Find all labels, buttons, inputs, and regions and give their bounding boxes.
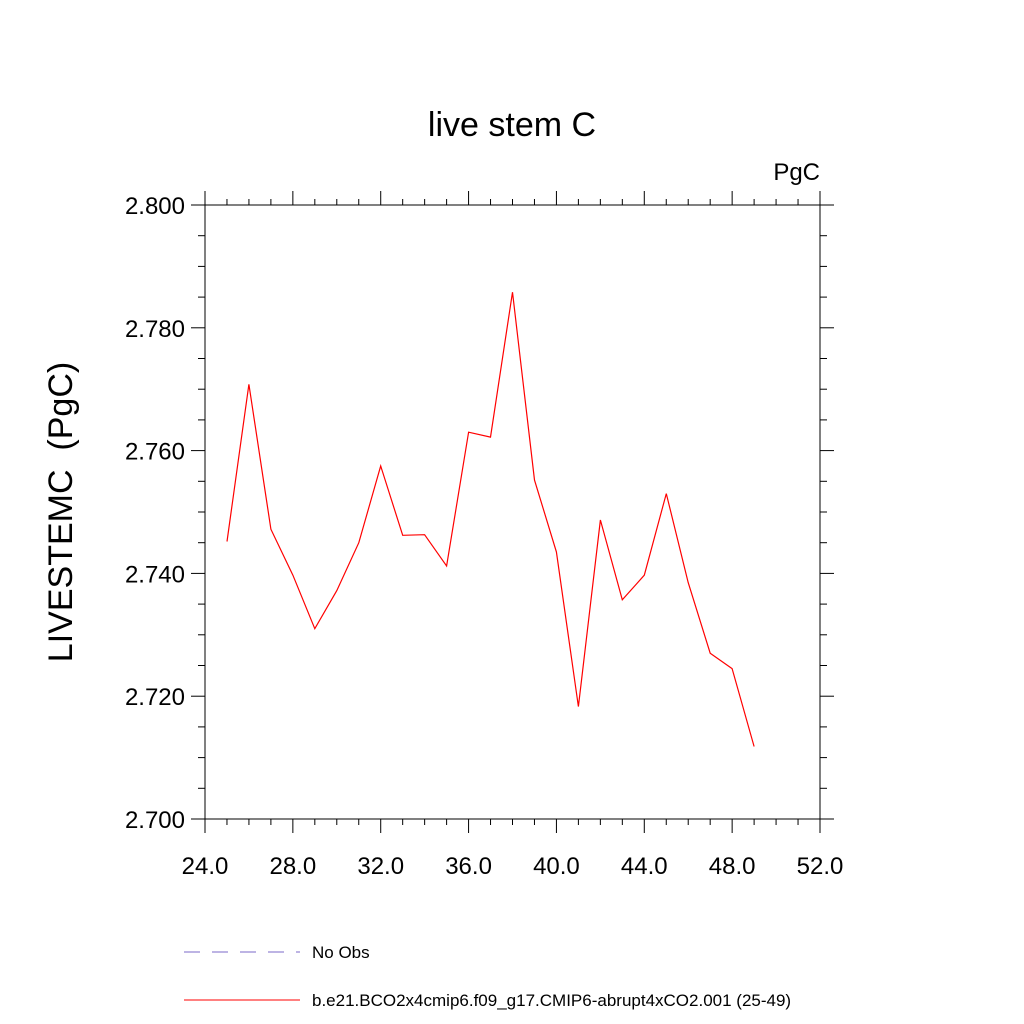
x-tick-label: 52.0 bbox=[797, 853, 844, 880]
y-tick-label: 2.740 bbox=[125, 561, 185, 588]
x-tick-label: 32.0 bbox=[357, 853, 404, 880]
x-tick-label: 44.0 bbox=[621, 853, 668, 880]
y-tick-label: 2.700 bbox=[125, 807, 185, 834]
y-axis-label: LIVESTEMC (PgC) bbox=[42, 362, 80, 662]
y-tick-label: 2.780 bbox=[125, 316, 185, 343]
axis-tick-labels: 24.0 28.0 32.0 36.0 40.0 44.0 48.0 52.0 2.700 2.7… bbox=[125, 193, 843, 880]
axis-ticks bbox=[191, 191, 834, 833]
legend-label: No Obs bbox=[312, 943, 370, 962]
x-tick-label: 40.0 bbox=[533, 853, 580, 880]
series-line bbox=[226, 292, 755, 747]
x-tick-label: 48.0 bbox=[709, 853, 756, 880]
x-tick-label: 36.0 bbox=[445, 853, 492, 880]
y-tick-label: 2.760 bbox=[125, 439, 185, 466]
chart-title: live stem C bbox=[428, 106, 596, 144]
units-label: PgC bbox=[773, 159, 820, 186]
legend: No Obs b.e21.BCO2x4cmip6.f09_g17.CMIP6-ab… bbox=[184, 943, 791, 1010]
y-tick-label: 2.800 bbox=[125, 193, 185, 220]
x-tick-label: 24.0 bbox=[182, 853, 229, 880]
series-layer bbox=[226, 292, 755, 747]
y-tick-label: 2.720 bbox=[125, 684, 185, 711]
x-tick-label: 28.0 bbox=[269, 853, 316, 880]
legend-label: b.e21.BCO2x4cmip6.f09_g17.CMIP6-abrupt4x… bbox=[312, 991, 791, 1010]
